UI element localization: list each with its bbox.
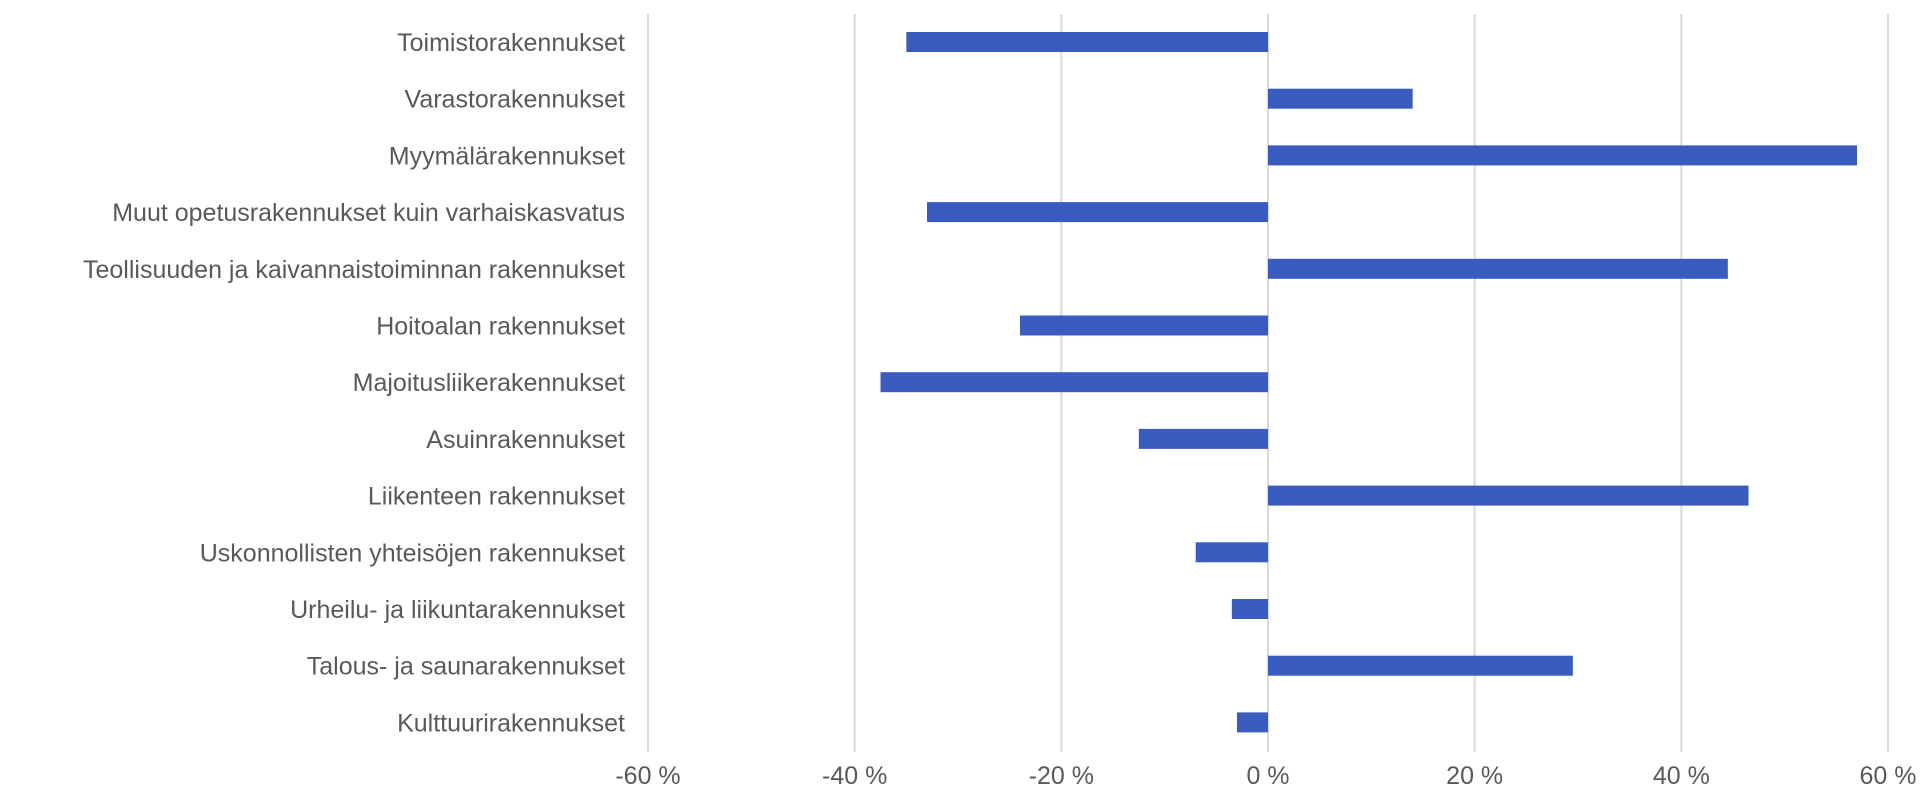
- category-label: Hoitoalan rakennukset: [376, 313, 625, 341]
- bar: [1020, 315, 1268, 336]
- category-label: Urheilu- ja liikuntarakennukset: [290, 596, 625, 624]
- bar: [1268, 145, 1857, 166]
- category-label: Talous- ja saunarakennukset: [307, 653, 625, 681]
- x-tick-label: -40 %: [822, 762, 887, 790]
- category-label: Liikenteen rakennukset: [368, 483, 625, 511]
- category-labels: Toimistorakennukset Varastorakennukset Myy…: [83, 29, 625, 737]
- x-tick-label: -60 %: [615, 762, 680, 790]
- bar: [880, 372, 1268, 393]
- bar: [1138, 428, 1268, 449]
- category-label: Toimistorakennukset: [397, 29, 625, 57]
- category-label: Muut opetusrakennukset kuin varhaiskasva…: [112, 199, 625, 227]
- category-label: Varastorakennukset: [405, 86, 626, 114]
- bar: [1268, 88, 1413, 109]
- x-tick-label: 20 %: [1446, 762, 1503, 790]
- bar: [1268, 655, 1573, 676]
- bar: [1231, 599, 1268, 619]
- category-label: Myymälärakennukset: [389, 142, 625, 170]
- x-tick-label: 40 %: [1653, 762, 1710, 790]
- x-tick-label: 60 %: [1860, 762, 1917, 790]
- bar: [927, 202, 1268, 223]
- category-label: Majoitusliikerakennukset: [353, 369, 625, 397]
- x-tick-label: 0 %: [1246, 762, 1289, 790]
- category-label: Asuinrakennukset: [426, 426, 625, 454]
- bar: [1237, 712, 1268, 733]
- bar: [1195, 542, 1268, 563]
- x-axis-tick-labels: -60 % -40 % -20 % 0 % 20 % 40 % 60 %: [615, 762, 1916, 790]
- bar: [1268, 258, 1728, 279]
- category-label: Uskonnollisten yhteisöjen rakennukset: [200, 539, 625, 567]
- x-tick-label: -20 %: [1029, 762, 1094, 790]
- bar: [906, 32, 1268, 52]
- category-label: Teollisuuden ja kaivannaistoiminnan rake…: [83, 256, 625, 284]
- bar: [1268, 485, 1749, 506]
- bars: [880, 32, 1857, 733]
- category-label: Kulttuurirakennukset: [397, 709, 625, 737]
